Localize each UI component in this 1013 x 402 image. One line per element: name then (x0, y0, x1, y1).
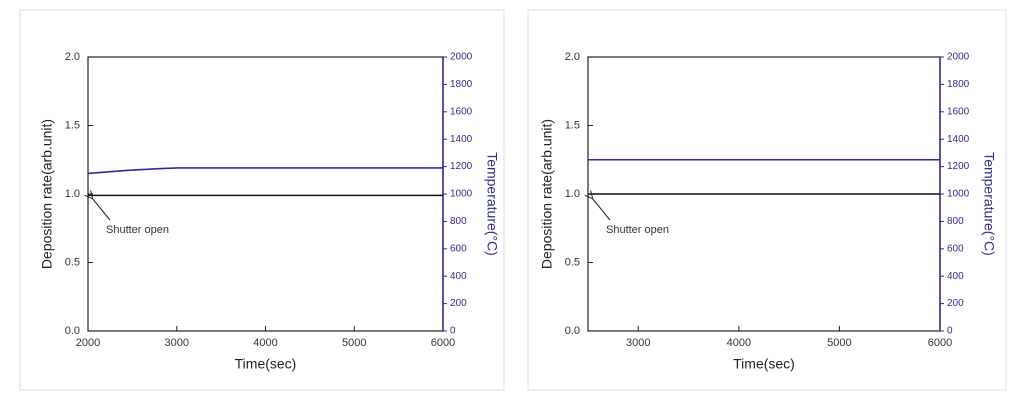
data-line (87, 167, 443, 175)
x-axis-title: Time(sec) (733, 356, 795, 372)
x-tick-label: 6000 (928, 337, 952, 349)
y2-tick-label: 2000 (947, 52, 970, 63)
y2-axis-title: Temperature(°C) (981, 152, 997, 256)
y2-tick-label: 1400 (947, 134, 970, 145)
x-tick-label: 3000 (165, 337, 189, 349)
y-tick-label: 0.0 (565, 325, 580, 337)
y2-tick-label: 600 (450, 243, 467, 254)
y2-tick-label: 0 (450, 326, 456, 337)
y2-tick-label: 600 (947, 243, 964, 254)
x-tick-label: 4000 (727, 337, 751, 349)
annotation-arrow (592, 198, 611, 221)
y-tick-label: 2.0 (565, 51, 580, 63)
y2-tick-label: 200 (450, 298, 467, 309)
y2-tick-label: 2000 (450, 52, 473, 63)
y-tick-label: 1.0 (565, 188, 580, 200)
x-tick-label: 6000 (431, 337, 455, 349)
y-axis-title: Deposition rate(arb.unit) (539, 119, 555, 269)
y2-tick-label: 1000 (450, 189, 473, 200)
y2-tick-label: 1200 (450, 161, 473, 172)
y2-tick-label: 1600 (450, 106, 473, 117)
y2-tick-label: 1200 (947, 161, 970, 172)
y2-tick-label: 1800 (450, 79, 473, 90)
y2-tick-label: 1000 (947, 189, 970, 200)
plot-frame (87, 56, 444, 332)
y2-tick-label: 800 (450, 216, 467, 227)
annotation-arrow (92, 198, 111, 221)
panel-frame (527, 9, 1007, 391)
y2-tick-label: 1400 (450, 134, 473, 145)
x-tick-label: 3000 (626, 337, 650, 349)
x-tick-label: 4000 (253, 337, 277, 349)
y2-tick-label: 200 (947, 298, 964, 309)
y-tick-label: 1.5 (65, 119, 80, 131)
y-tick-label: 0.5 (565, 256, 580, 268)
y2-tick-label: 0 (947, 326, 953, 337)
annotation: Shutter open (606, 224, 669, 236)
y2-tick-label: 1600 (947, 106, 970, 117)
panel-frame (19, 9, 505, 391)
y2-axis-title: Temperature(°C) (484, 152, 500, 256)
x-tick-label: 5000 (827, 337, 851, 349)
y2-tick-label: 400 (947, 271, 964, 282)
y-axis-title: Deposition rate(arb.unit) (39, 119, 55, 269)
annotation: Shutter open (106, 224, 169, 236)
y2-tick-label: 1800 (947, 79, 970, 90)
y2-tick-label: 800 (947, 216, 964, 227)
y2-tick-label: 400 (450, 271, 467, 282)
x-tick-label: 2000 (76, 337, 100, 349)
y-tick-label: 1.5 (565, 119, 580, 131)
x-tick-label: 5000 (342, 337, 366, 349)
y-tick-label: 1.0 (65, 188, 80, 200)
y-tick-label: 0.0 (65, 325, 80, 337)
y-tick-label: 0.5 (65, 256, 80, 268)
y-tick-label: 2.0 (65, 51, 80, 63)
x-axis-title: Time(sec) (235, 356, 297, 372)
